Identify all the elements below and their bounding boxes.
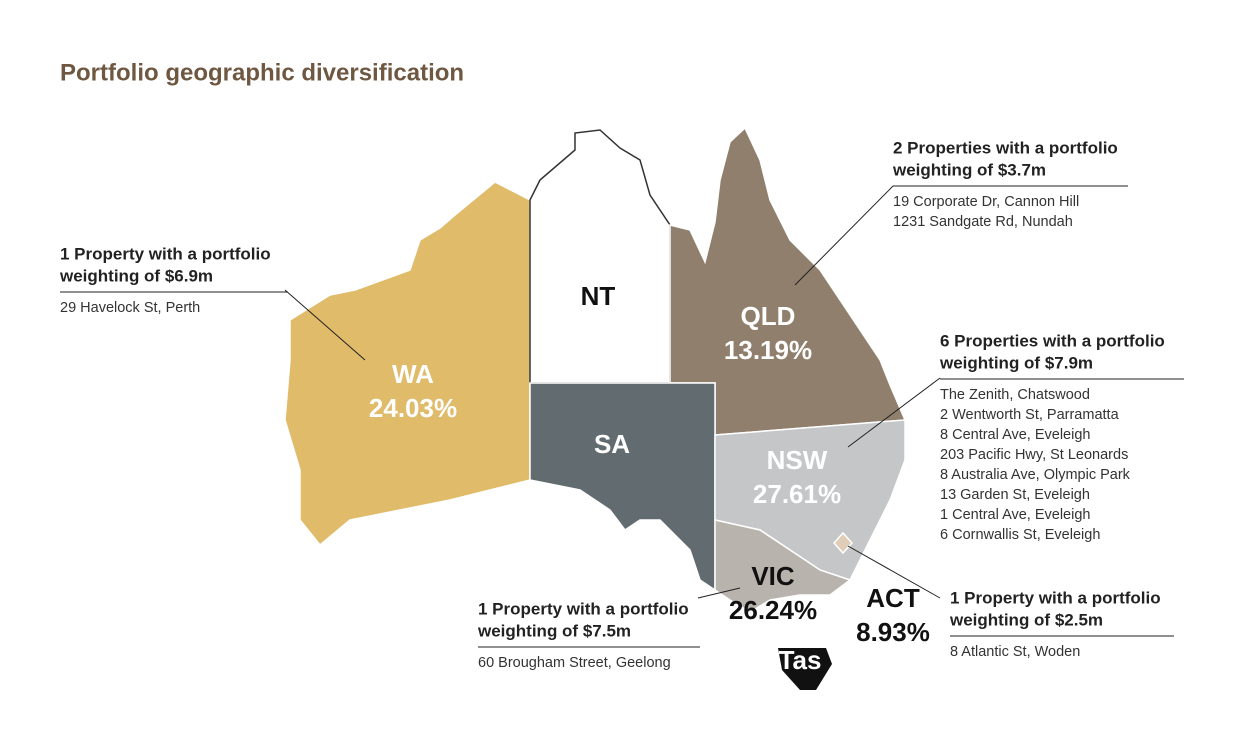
callout-address: The Zenith, Chatswood bbox=[940, 387, 1090, 403]
region-share: 24.03% bbox=[369, 393, 457, 423]
callout-address: 6 Cornwallis St, Eveleigh bbox=[940, 527, 1100, 543]
leaders bbox=[284, 185, 941, 599]
act-shape bbox=[832, 531, 854, 555]
region-code: WA bbox=[392, 359, 434, 389]
region-code: QLD bbox=[741, 301, 796, 331]
region-code: ACT bbox=[866, 583, 920, 613]
leader-line bbox=[284, 289, 366, 361]
callout-heading: 6 Properties with a portfolio bbox=[940, 331, 1165, 350]
region-code: SA bbox=[594, 429, 630, 459]
callout-heading: weighting of $2.5m bbox=[949, 610, 1103, 629]
leader-line bbox=[847, 545, 941, 599]
region-code: NSW bbox=[767, 445, 828, 475]
callout-heading: weighting of $7.5m bbox=[477, 621, 631, 640]
leader-line bbox=[847, 377, 941, 448]
callout-address: 8 Australia Ave, Olympic Park bbox=[940, 467, 1131, 483]
region-share: 27.61% bbox=[753, 479, 841, 509]
region-code: VIC bbox=[751, 561, 795, 591]
callout-address: 13 Garden St, Eveleigh bbox=[940, 487, 1090, 503]
callout-address: 29 Havelock St, Perth bbox=[60, 300, 200, 316]
wa-shape bbox=[284, 181, 531, 547]
callout-address: 60 Brougham Street, Geelong bbox=[478, 655, 671, 671]
callout-address: 1 Central Ave, Eveleigh bbox=[940, 507, 1090, 523]
callout-heading: 2 Properties with a portfolio bbox=[893, 138, 1118, 157]
callout-address: 8 Central Ave, Eveleigh bbox=[940, 427, 1090, 443]
nt-shape bbox=[529, 129, 671, 384]
callout-heading: 1 Property with a portfolio bbox=[950, 588, 1161, 607]
callout-heading: 1 Property with a portfolio bbox=[60, 244, 271, 263]
region-share: 8.93% bbox=[856, 617, 930, 647]
region-share: 26.24% bbox=[729, 595, 817, 625]
title: Portfolio geographic diversification bbox=[60, 59, 464, 86]
region-share: 13.19% bbox=[724, 335, 812, 365]
callout-address: 1231 Sandgate Rd, Nundah bbox=[893, 214, 1073, 230]
map bbox=[284, 126, 907, 690]
tas-shape bbox=[778, 648, 832, 690]
callout-heading: weighting of $7.9m bbox=[939, 353, 1093, 372]
leader-line bbox=[697, 587, 741, 599]
callout-address: 19 Corporate Dr, Cannon Hill bbox=[893, 194, 1079, 210]
callout-address: 8 Atlantic St, Woden bbox=[950, 644, 1080, 660]
callout-heading: weighting of $6.9m bbox=[59, 266, 213, 285]
sa-shape bbox=[529, 382, 716, 592]
callout-address: 203 Pacific Hwy, St Leonards bbox=[940, 447, 1128, 463]
vic-shape bbox=[714, 519, 852, 613]
region-code: Tas bbox=[779, 645, 822, 675]
callout-heading: weighting of $3.7m bbox=[892, 160, 1046, 179]
callout-heading: 1 Property with a portfolio bbox=[478, 599, 689, 618]
region-code: NT bbox=[581, 281, 616, 311]
callout-address: 2 Wentworth St, Parramatta bbox=[940, 407, 1120, 423]
leader-line bbox=[794, 185, 894, 286]
